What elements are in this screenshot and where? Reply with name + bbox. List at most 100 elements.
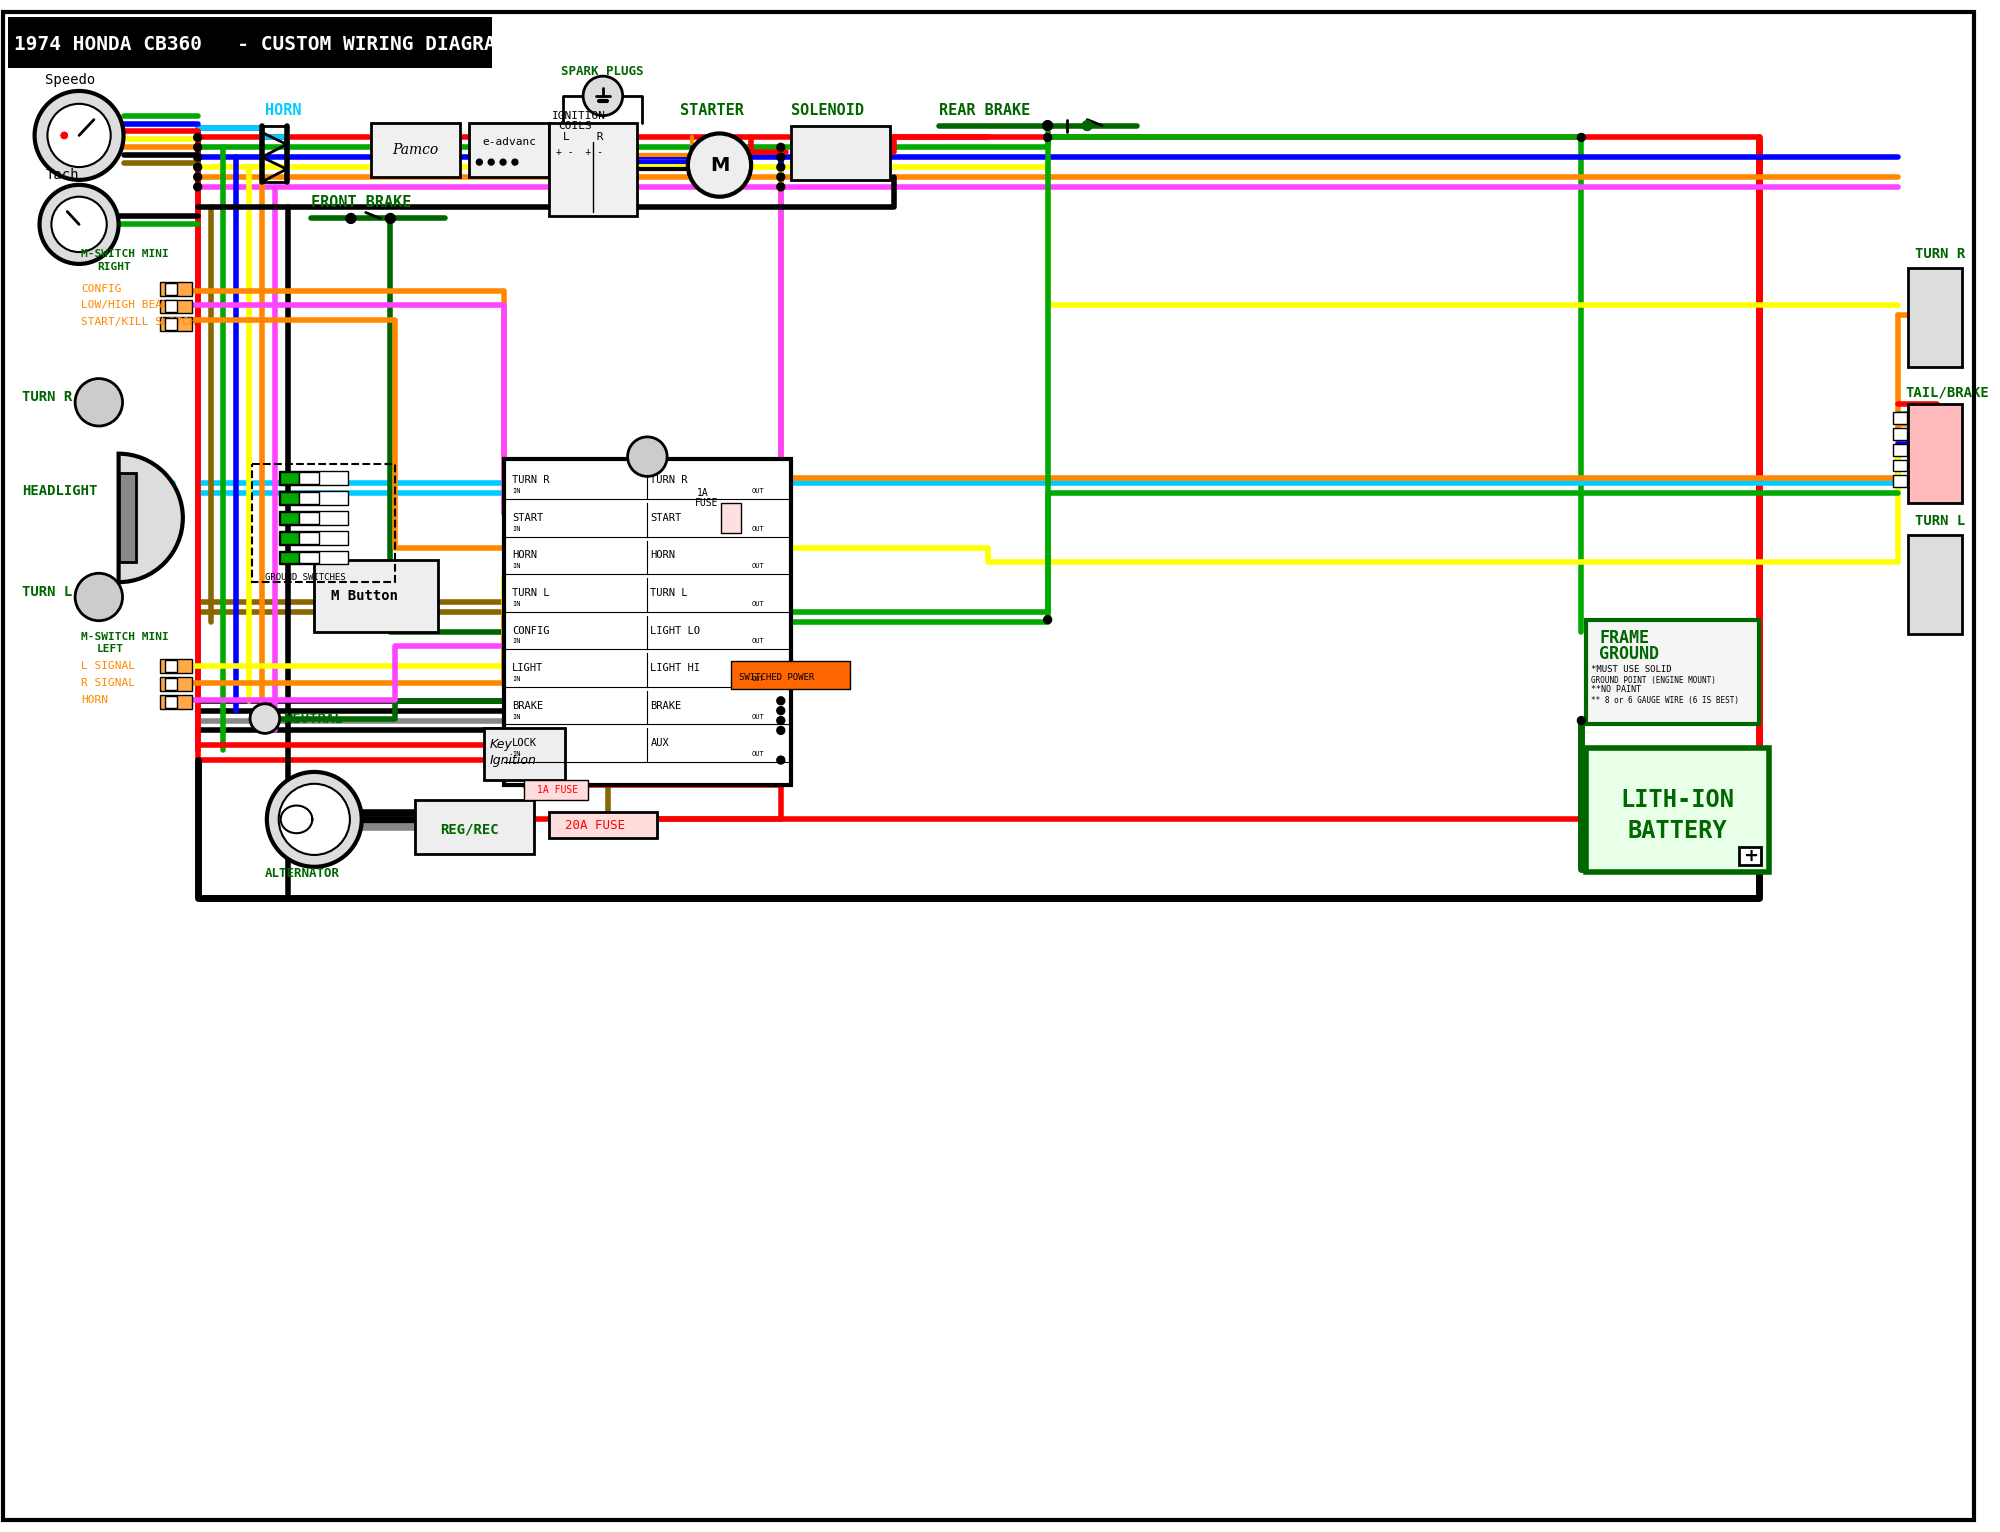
Text: BRAKE: BRAKE: [512, 700, 544, 711]
Circle shape: [584, 77, 622, 116]
Circle shape: [62, 132, 68, 138]
Circle shape: [40, 185, 118, 264]
Bar: [1892, 475, 1906, 487]
Bar: [470, 123, 548, 178]
Bar: [166, 660, 176, 673]
Bar: [1908, 404, 1962, 502]
Text: TAIL/BRAKE: TAIL/BRAKE: [1906, 386, 1990, 400]
Bar: [314, 561, 438, 631]
Bar: [370, 123, 460, 178]
Bar: [166, 300, 176, 313]
Wedge shape: [118, 453, 182, 582]
Text: TURN L: TURN L: [650, 588, 688, 597]
Circle shape: [48, 104, 110, 167]
Text: SOLENOID: SOLENOID: [790, 103, 864, 118]
Bar: [416, 800, 534, 853]
Text: OUT: OUT: [752, 489, 764, 495]
Bar: [160, 677, 192, 691]
Bar: [118, 473, 136, 562]
Text: OUT: OUT: [752, 525, 764, 532]
Bar: [732, 662, 850, 689]
Bar: [166, 283, 176, 294]
Text: 1A FUSE: 1A FUSE: [536, 784, 578, 795]
Text: R SIGNAL: R SIGNAL: [82, 679, 136, 688]
Text: TURN R: TURN R: [512, 475, 550, 486]
Bar: [790, 126, 890, 179]
Bar: [278, 492, 348, 506]
Circle shape: [34, 90, 124, 179]
Circle shape: [688, 133, 752, 196]
Bar: [166, 696, 176, 708]
Circle shape: [346, 213, 356, 224]
Circle shape: [1044, 133, 1052, 141]
Bar: [1892, 412, 1906, 424]
Circle shape: [76, 378, 122, 426]
Circle shape: [194, 153, 202, 161]
Circle shape: [62, 132, 68, 138]
Text: LIGHT LO: LIGHT LO: [650, 625, 700, 636]
Text: HORN: HORN: [264, 103, 302, 118]
Text: +: +: [1742, 847, 1758, 866]
Text: IN: IN: [512, 639, 520, 645]
Text: Tach: Tach: [46, 169, 78, 182]
Text: ** 8 or 6 GAUGE WIRE (6 IS BEST): ** 8 or 6 GAUGE WIRE (6 IS BEST): [1592, 696, 1740, 705]
Bar: [1908, 535, 1962, 634]
Text: STARTER: STARTER: [680, 103, 744, 118]
Text: HORN: HORN: [650, 550, 676, 561]
Text: *MUST USE SOLID: *MUST USE SOLID: [1592, 665, 1672, 674]
Text: FUSE: FUSE: [694, 498, 718, 509]
Bar: [300, 492, 320, 504]
Circle shape: [776, 162, 784, 172]
Text: IN: IN: [512, 714, 520, 720]
Bar: [1586, 748, 1770, 872]
Text: FRAME: FRAME: [1600, 628, 1650, 647]
Circle shape: [776, 726, 784, 734]
Bar: [278, 472, 348, 486]
Bar: [504, 458, 790, 784]
Bar: [1586, 620, 1760, 723]
Bar: [252, 464, 396, 582]
Text: + -  + -: + - + -: [556, 147, 604, 158]
Text: LITH-ION: LITH-ION: [1620, 787, 1734, 812]
Text: CONFIG: CONFIG: [512, 625, 550, 636]
Text: GROUND SWITCHES: GROUND SWITCHES: [264, 573, 346, 582]
Text: LIGHT HI: LIGHT HI: [650, 663, 700, 673]
Bar: [280, 512, 300, 524]
Text: START/KILL SWITCH: START/KILL SWITCH: [82, 317, 196, 328]
Text: BRAKE: BRAKE: [650, 700, 682, 711]
Text: RIGHT: RIGHT: [96, 262, 130, 271]
Bar: [1892, 444, 1906, 455]
Text: e-advanc: e-advanc: [482, 138, 536, 147]
Circle shape: [500, 159, 506, 165]
Bar: [278, 512, 348, 525]
Text: 20A FUSE: 20A FUSE: [566, 818, 626, 832]
Circle shape: [194, 162, 202, 172]
Text: FRONT BRAKE: FRONT BRAKE: [312, 195, 412, 210]
Bar: [300, 532, 320, 544]
Text: IGNITION: IGNITION: [552, 110, 606, 121]
Text: LOW/HIGH BEAM: LOW/HIGH BEAM: [82, 300, 168, 311]
Text: ALTERNATOR: ALTERNATOR: [264, 867, 340, 881]
Bar: [722, 502, 742, 533]
Text: OUT: OUT: [752, 601, 764, 607]
Circle shape: [776, 153, 784, 161]
Text: HORN: HORN: [82, 696, 108, 705]
Circle shape: [776, 706, 784, 714]
Bar: [278, 530, 348, 544]
Text: TURN L: TURN L: [1916, 513, 1966, 529]
Circle shape: [194, 133, 202, 141]
Bar: [1908, 268, 1962, 366]
Bar: [280, 552, 300, 564]
Text: HEADLIGHT: HEADLIGHT: [22, 484, 98, 498]
Text: HORN: HORN: [512, 550, 536, 561]
Text: M-SWITCH MINI: M-SWITCH MINI: [82, 250, 168, 259]
Text: 1A: 1A: [696, 489, 708, 498]
Circle shape: [278, 784, 350, 855]
Bar: [548, 123, 638, 216]
Text: COILS: COILS: [558, 121, 592, 130]
Text: AUX: AUX: [650, 738, 670, 748]
Text: Pamco: Pamco: [392, 144, 438, 158]
Circle shape: [1578, 717, 1586, 725]
Bar: [280, 492, 300, 504]
Bar: [1740, 847, 1762, 866]
